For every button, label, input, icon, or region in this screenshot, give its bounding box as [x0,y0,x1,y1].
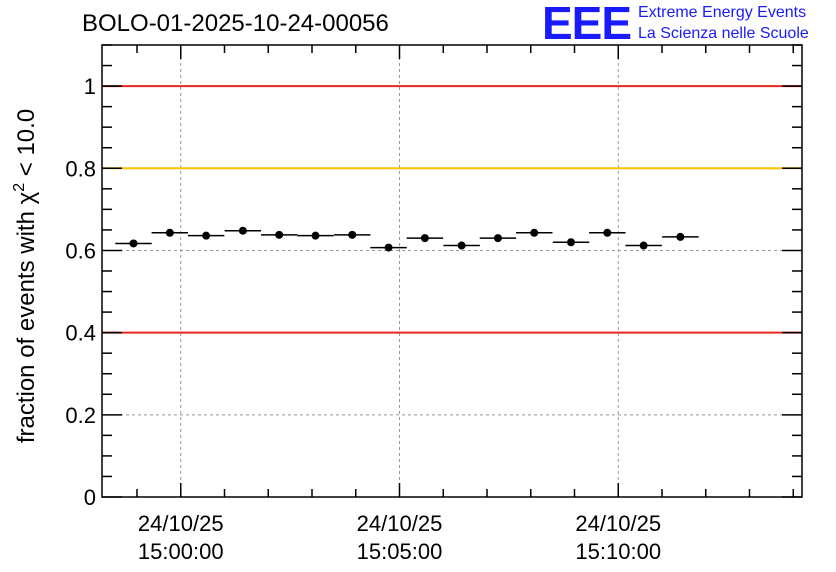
data-point-11 [530,228,539,237]
y-axis-label-main: fraction of events with χ [13,191,40,443]
data-point-1 [165,228,174,237]
y-tick-label-0: 0 [84,485,96,510]
data-points [115,226,699,252]
axis-ticks [102,44,802,498]
reference-lines [102,85,802,334]
x-tick-label-time-1: 15:05:00 [357,539,443,564]
x-tick-label-time-2: 15:10:00 [575,539,661,564]
logo-mark: EEE [542,0,632,49]
axis-labels: 0 0.2 0.4 0.6 0.8 1 24/10/25 15:00:00 24/10/25 15… [65,74,661,564]
data-point-15 [676,232,685,241]
y-tick-label-3: 0.6 [65,238,96,263]
chart-title: BOLO-01-2025-10-24-00056 [82,10,389,37]
y-tick-label-5: 1 [84,74,96,99]
y-tick-label-2: 0.4 [65,321,96,346]
data-point-14 [639,241,648,250]
data-point-10 [493,234,502,243]
x-tick-label-date-0: 24/10/25 [138,511,224,536]
x-tick-label-date-2: 24/10/25 [575,511,661,536]
grid-layer [102,45,802,497]
data-point-7 [384,243,393,252]
data-point-8 [420,234,429,243]
logo-line-1: Extreme Energy Events [638,4,807,21]
data-point-5 [311,231,320,240]
y-tick-label-1: 0.2 [65,403,96,428]
data-point-3 [238,226,247,235]
x-tick-label-date-1: 24/10/25 [357,511,443,536]
data-point-12 [567,238,575,247]
data-point-0 [129,239,138,248]
y-axis-label: fraction of events with χ2 < 10.0 [11,109,40,443]
data-point-6 [348,230,357,239]
data-point-13 [603,228,612,237]
data-point-4 [275,230,284,239]
data-point-2 [202,231,211,240]
y-tick-label-4: 0.8 [65,156,96,181]
y-axis-label-tail: < 10.0 [13,109,40,183]
logo-line-2: La Scienza nelle Scuole [638,25,809,42]
plot-frame [101,44,803,498]
x-tick-label-time-0: 15:00:00 [138,539,224,564]
data-point-9 [457,241,466,250]
eee-logo: EEE Extreme Energy Events La Scienza nel… [542,0,834,49]
y-axis-label-superscript: 2 [11,183,28,192]
